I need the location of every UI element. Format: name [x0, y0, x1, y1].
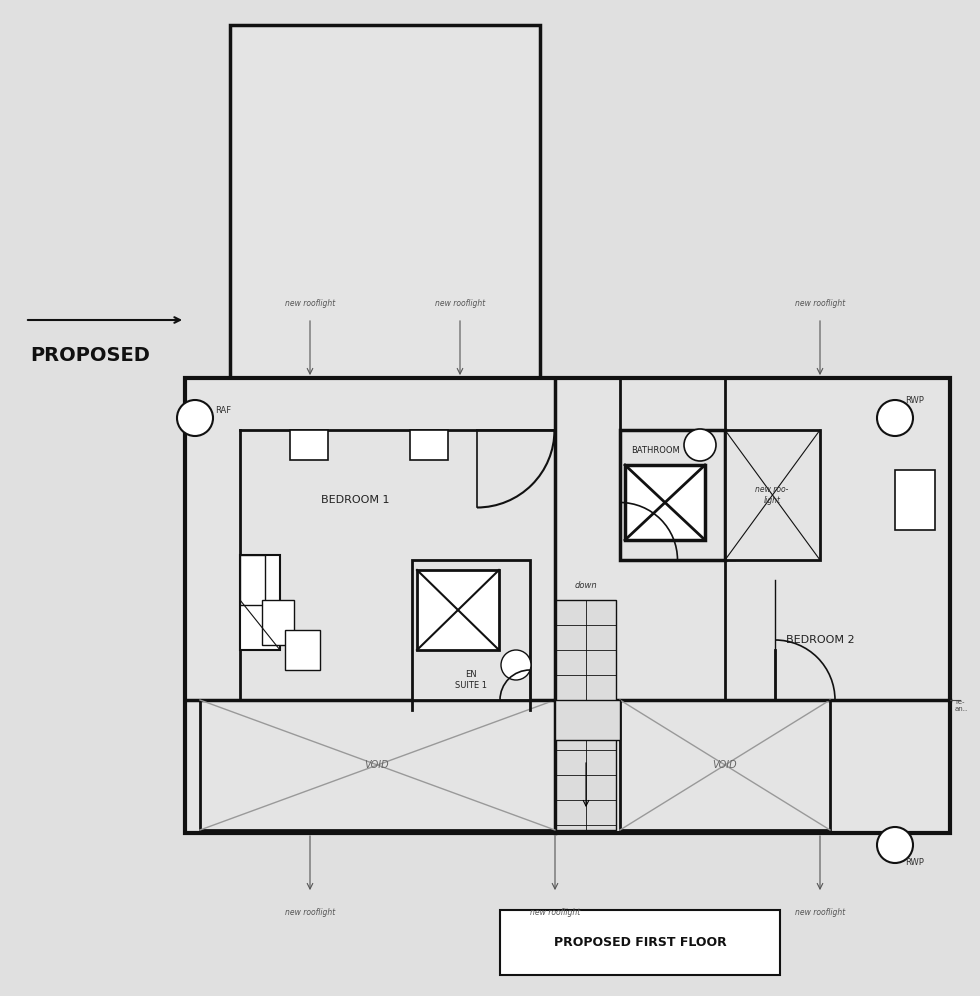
Bar [417, 570, 499, 650]
Text: VOID: VOID [365, 760, 389, 770]
Bar [240, 555, 280, 650]
Circle shape [501, 650, 531, 680]
Bar [620, 430, 725, 560]
Circle shape [877, 400, 913, 436]
Text: VOID: VOID [712, 760, 737, 770]
Text: new roo-
light: new roo- light [756, 485, 789, 505]
Text: new rooflight: new rooflight [795, 299, 845, 308]
Bar [555, 700, 620, 740]
Text: new rooflight: new rooflight [285, 299, 335, 308]
Bar [500, 910, 780, 975]
Text: BEDROOM 2: BEDROOM 2 [786, 635, 855, 645]
Bar [285, 630, 320, 670]
Bar [240, 555, 265, 605]
Circle shape [177, 400, 213, 436]
Bar [412, 560, 530, 700]
Circle shape [684, 429, 716, 461]
Text: RWP: RWP [905, 858, 924, 867]
Bar [625, 465, 705, 540]
Text: BATHROOM: BATHROOM [630, 445, 679, 454]
Bar [185, 378, 950, 833]
Text: new rooflight: new rooflight [530, 908, 580, 917]
Bar [230, 25, 540, 380]
Text: re-
an..: re- an.. [955, 698, 968, 711]
Text: EN
SUITE 1: EN SUITE 1 [455, 670, 487, 689]
Circle shape [877, 827, 913, 863]
Text: BEDROOM 1: BEDROOM 1 [320, 495, 389, 505]
Text: PROPOSED: PROPOSED [30, 346, 150, 365]
Bar [556, 600, 616, 830]
Text: new rooflight: new rooflight [435, 299, 485, 308]
Bar [290, 430, 328, 460]
Bar [725, 430, 820, 560]
Text: RAF: RAF [215, 405, 231, 414]
Text: PROPOSED FIRST FLOOR: PROPOSED FIRST FLOOR [554, 935, 726, 948]
Text: RWP: RWP [905, 396, 924, 405]
Bar [200, 700, 555, 830]
Text: new rooflight: new rooflight [795, 908, 845, 917]
Bar [895, 470, 935, 530]
Bar [620, 700, 830, 830]
Bar [410, 430, 448, 460]
Bar [262, 600, 294, 645]
Text: new rooflight: new rooflight [285, 908, 335, 917]
Text: down: down [574, 581, 598, 590]
